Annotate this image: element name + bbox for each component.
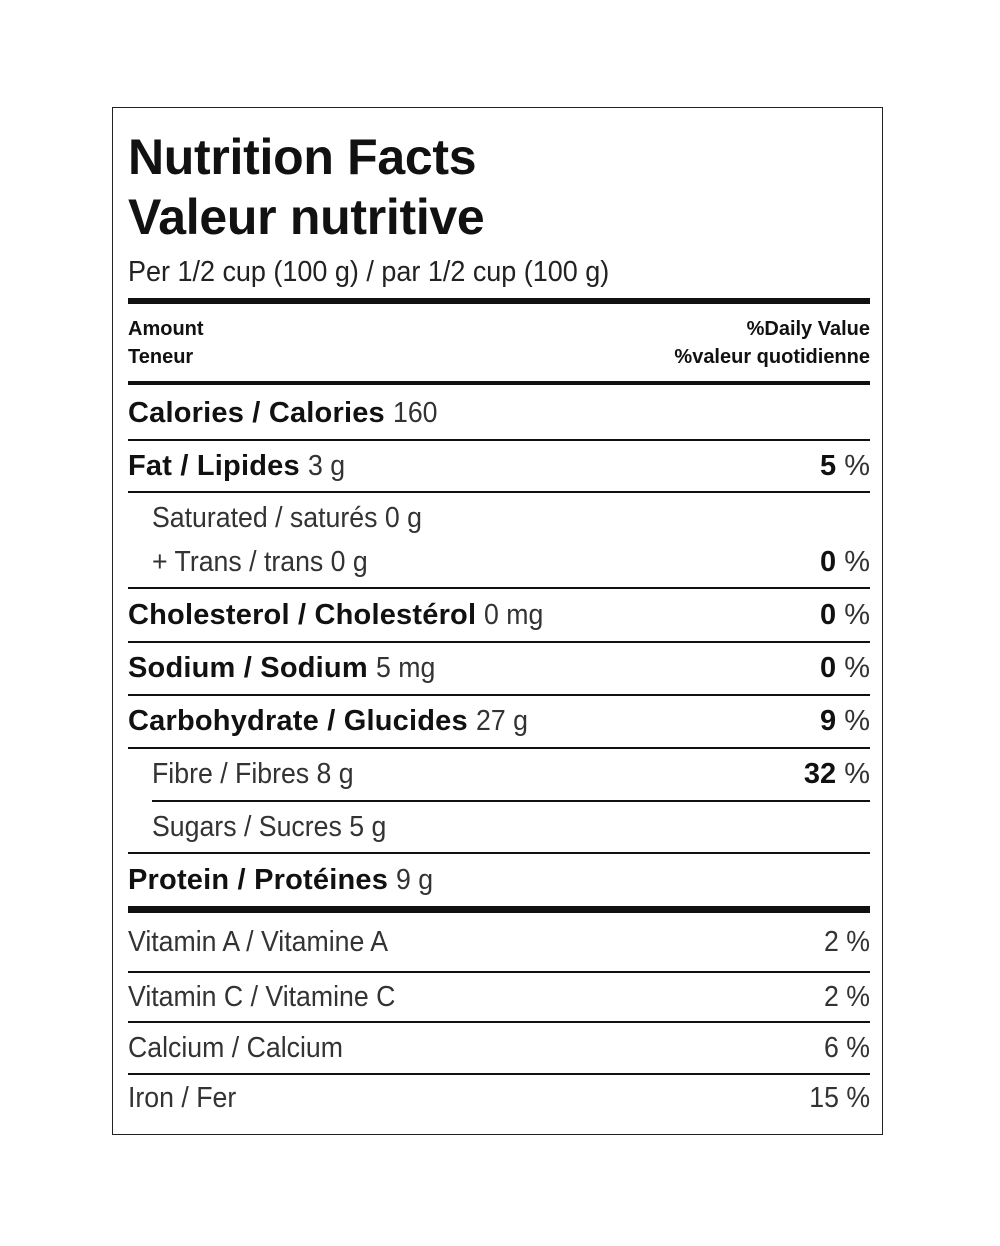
vitamin-label: Vitamin C / Vitamine C	[128, 980, 396, 1013]
nutrient-row-cholesterol: Cholesterol / Cholestérol 0 mg 0 %	[128, 589, 870, 641]
nutrient-row-sodium: Sodium / Sodium 5 mg 0 %	[128, 643, 870, 694]
nutrient-label: Saturated / saturés 0 g	[152, 501, 422, 534]
title-english: Nutrition Facts	[128, 129, 477, 185]
nutrient-amount: 0 mg	[484, 598, 544, 631]
thick-divider	[128, 906, 870, 913]
daily-value: 15 %	[809, 1081, 870, 1114]
nutrient-label: + Trans / trans 0 g	[152, 545, 368, 578]
nutrient-row-sugars: Sugars / Sucres 5 g	[128, 802, 870, 852]
nutrient-label: Cholesterol / Cholestérol	[128, 598, 477, 631]
divider	[128, 641, 870, 643]
nutrient-row-carbohydrate: Carbohydrate / Glucides 27 g 9 %	[128, 696, 870, 747]
vitamin-label: Calcium / Calcium	[128, 1031, 343, 1064]
daily-value-header-en: %Daily Value	[746, 318, 870, 340]
percent-sign: %	[844, 598, 870, 631]
nutrient-row-saturated: Saturated / saturés 0 g	[128, 496, 870, 540]
nutrient-label: Carbohydrate / Glucides	[128, 705, 468, 737]
nutrient-amount: 5 mg	[375, 652, 436, 684]
title-french: Valeur nutritive	[128, 189, 485, 245]
nutrient-row-protein: Protein / Protéines 9 g	[128, 854, 870, 906]
serving-size: Per 1/2 cup (100 g) / par 1/2 cup (100 g…	[128, 256, 610, 288]
nutrient-amount: 27 g	[475, 705, 528, 737]
vitamin-label: Vitamin A / Vitamine A	[128, 926, 389, 958]
daily-value: 0	[820, 652, 837, 684]
divider	[128, 971, 870, 973]
percent-sign: %	[844, 758, 870, 790]
vitamin-row: Iron / Fer 15 %	[128, 1075, 870, 1121]
vitamin-row: Calcium / Calcium 6 %	[128, 1023, 870, 1073]
daily-value: 32	[803, 758, 837, 790]
percent-sign: %	[844, 545, 870, 578]
amount-header-fr: Teneur	[128, 346, 194, 368]
amount-header-en: Amount	[128, 318, 204, 340]
nutrition-facts-panel	[112, 107, 883, 1135]
daily-value: 9	[820, 705, 837, 737]
thick-divider	[128, 381, 870, 385]
nutrient-amount: 3 g	[307, 449, 345, 482]
daily-value: 0	[820, 545, 837, 578]
divider	[128, 439, 870, 441]
thick-divider	[128, 298, 870, 304]
daily-value: 5	[820, 449, 837, 482]
divider	[152, 800, 870, 802]
nutrient-label: Sugars / Sucres 5 g	[152, 810, 387, 843]
divider	[128, 747, 870, 749]
nutrient-row-fat: Fat / Lipides 3 g 5 %	[128, 441, 870, 491]
nutrient-label: Fat / Lipides	[128, 449, 300, 482]
nutrient-amount: 9 g	[396, 863, 434, 896]
daily-value: 2 %	[824, 926, 870, 958]
nutrient-label: Sodium / Sodium	[128, 652, 368, 684]
divider	[128, 491, 870, 493]
divider	[128, 1073, 870, 1075]
nutrient-label: Fibre / Fibres 8 g	[152, 758, 354, 790]
vitamin-row: Vitamin C / Vitamine C 2 %	[128, 973, 870, 1021]
divider	[128, 587, 870, 589]
divider	[128, 1021, 870, 1023]
calories-row: Calories / Calories 160	[128, 388, 870, 438]
daily-value-header-fr: %valeur quotidienne	[674, 346, 870, 368]
daily-value: 6 %	[824, 1031, 870, 1064]
daily-value-header: %Daily Value %valeur quotidienne	[674, 315, 870, 371]
percent-sign: %	[844, 652, 870, 684]
nutrient-row-trans: + Trans / trans 0 g 0 %	[128, 538, 870, 586]
vitamin-label: Iron / Fer	[128, 1081, 237, 1114]
vitamin-row: Vitamin A / Vitamine A 2 %	[128, 915, 870, 970]
daily-value: 2 %	[824, 980, 870, 1013]
nutrient-label: Protein / Protéines	[128, 863, 389, 896]
divider	[128, 852, 870, 854]
amount-header: Amount Teneur	[128, 315, 204, 371]
percent-sign: %	[844, 705, 870, 737]
divider	[128, 694, 870, 696]
calories-label: Calories / Calories	[128, 396, 385, 429]
daily-value: 0	[820, 598, 837, 631]
calories-amount: 160	[392, 396, 438, 429]
percent-sign: %	[844, 449, 870, 482]
nutrient-row-fibre: Fibre / Fibres 8 g 32 %	[128, 749, 870, 800]
